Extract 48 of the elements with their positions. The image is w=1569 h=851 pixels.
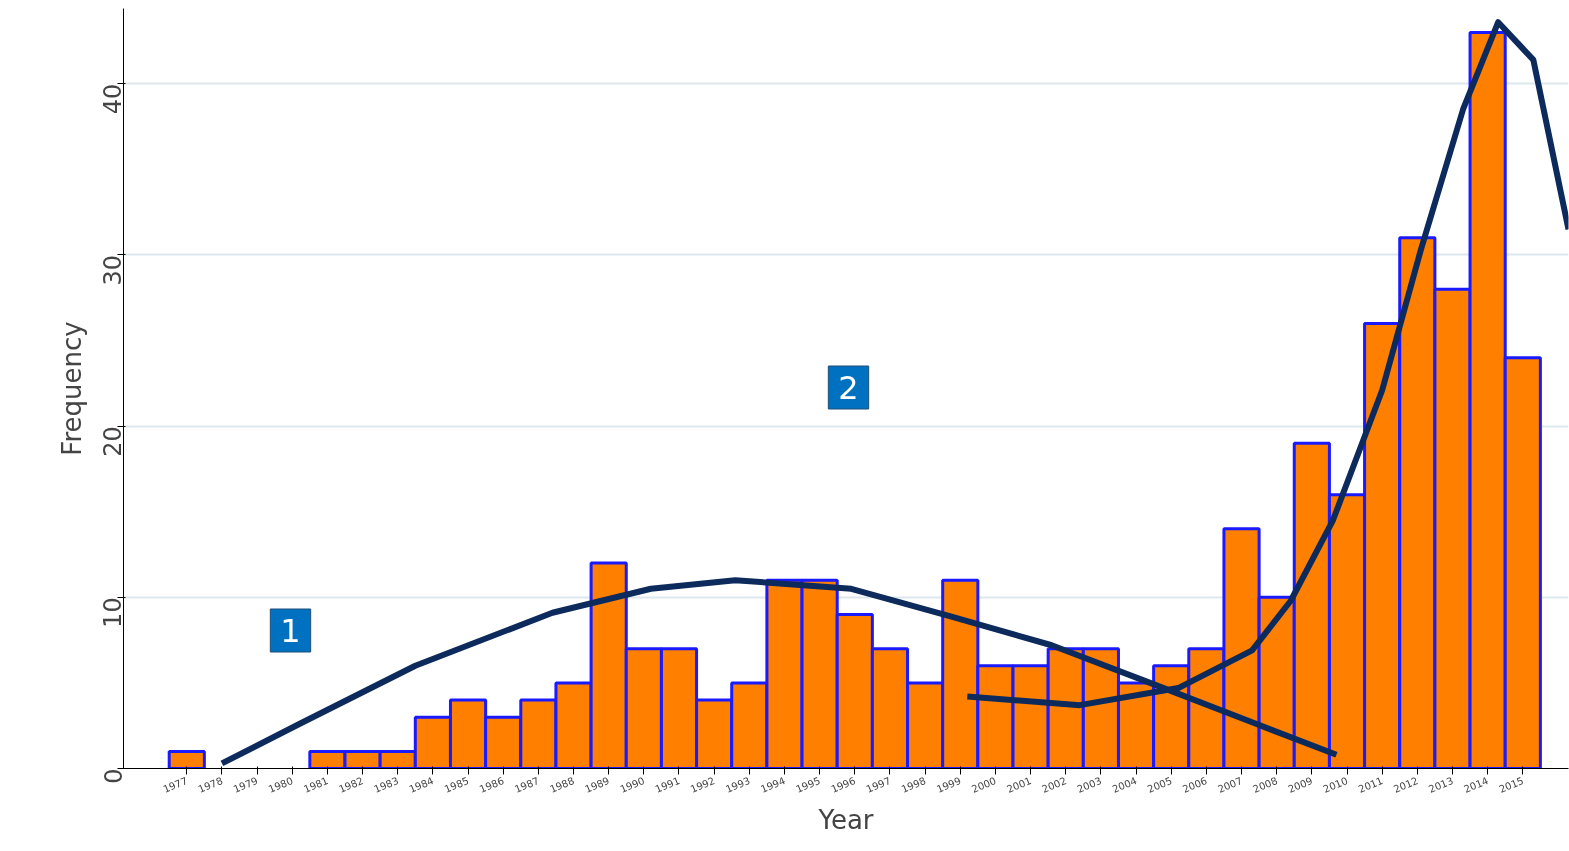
x-tick-label: 1977: [161, 774, 190, 795]
x-tick-label: 1996: [829, 774, 858, 795]
x-tick-label: 1986: [477, 774, 506, 795]
x-tick-label: 2010: [1321, 774, 1350, 795]
x-tick-label: 1990: [618, 774, 647, 795]
y-tick-label: 40: [99, 83, 128, 115]
x-tick-label: 2014: [1462, 774, 1490, 795]
x-tick-label: 1999: [934, 774, 963, 795]
x-tick-label: 1991: [653, 774, 682, 795]
x-tick-label: 1984: [407, 774, 436, 795]
x-tick-label: 1979: [231, 774, 260, 795]
x-tick-label: 2000: [970, 774, 998, 795]
x-tick-label: 2005: [1145, 774, 1174, 795]
x-axis-title: Year: [817, 804, 874, 835]
x-tick-label: 2001: [1005, 774, 1033, 795]
x-tick-label: 1980: [266, 774, 295, 795]
x-tick-label: 2006: [1180, 774, 1209, 795]
x-tick-label: 1989: [583, 774, 612, 795]
x-tick-label: 2009: [1286, 774, 1315, 795]
x-tick-label: 1978: [196, 774, 225, 795]
x-tick-label: 1998: [899, 774, 928, 795]
x-tick-label: 2013: [1427, 774, 1455, 795]
x-tick-label: 1985: [442, 774, 471, 795]
x-tick-label: 1994: [759, 774, 787, 795]
y-axis-title: Frequency: [56, 321, 87, 456]
x-tick-label: 1981: [302, 774, 330, 795]
x-tick-label: 2007: [1216, 774, 1244, 795]
x-tick-label: 1997: [864, 774, 893, 795]
y-tick-label: 0: [99, 768, 128, 784]
annotation: 1: [280, 612, 301, 650]
x-tick-label: 1988: [548, 774, 576, 795]
x-tick-label: 1982: [337, 774, 365, 795]
x-tick-label: 2003: [1075, 774, 1104, 795]
x-tick-label: 1987: [512, 774, 541, 795]
x-tick-label: 2011: [1356, 774, 1385, 795]
y-tick-label: 10: [99, 597, 128, 628]
x-tick-label: 2015: [1497, 774, 1526, 795]
annotation: 2: [838, 369, 859, 407]
x-tick-label: 1983: [372, 774, 401, 795]
x-tick-label: 2004: [1110, 774, 1139, 795]
x-tick-label: 1993: [723, 774, 752, 795]
x-tick-label: 1992: [688, 774, 717, 795]
y-tick-label: 20: [99, 426, 128, 457]
y-tick-label: 30: [99, 254, 128, 286]
x-tick-label: 2002: [1040, 774, 1069, 795]
x-tick-label: 2012: [1391, 774, 1420, 795]
x-tick-label: 2008: [1251, 774, 1280, 795]
x-tick-label: 1995: [794, 774, 822, 795]
